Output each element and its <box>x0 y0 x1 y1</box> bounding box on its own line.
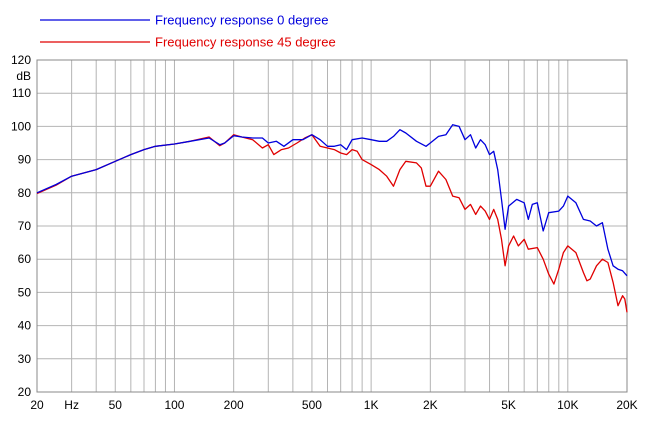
x-tick-label: 20 <box>30 398 44 412</box>
x-tick-label: 2K <box>423 398 438 412</box>
series-lines <box>36 124 628 313</box>
y-tick-label: 100 <box>11 119 31 133</box>
y-tick-label: 110 <box>12 86 31 100</box>
y-tick-label: 90 <box>18 153 32 167</box>
grid <box>36 59 628 393</box>
legend: Frequency response 0 degree Frequency res… <box>40 13 336 50</box>
y-axis-ticks: 20 30 40 50 60 70 80 90 100 110 120 <box>11 53 31 399</box>
x-tick-label: 50 <box>109 398 123 412</box>
legend-label: Frequency response 0 degree <box>155 13 328 28</box>
y-tick-label: 40 <box>18 319 32 333</box>
series-line <box>36 134 628 313</box>
x-tick-label: 5K <box>501 398 516 412</box>
x-tick-label: 500 <box>302 398 322 412</box>
y-tick-label: 120 <box>11 53 31 67</box>
x-tick-label: 10K <box>557 398 578 412</box>
x-tick-label: 200 <box>224 398 244 412</box>
series-line <box>36 124 628 277</box>
x-tick-label: Hz <box>64 398 79 412</box>
y-tick-label: 80 <box>18 186 32 200</box>
y-tick-label: 30 <box>18 352 32 366</box>
y-axis-label: dB <box>16 69 31 83</box>
legend-label: Frequency response 45 degree <box>155 35 336 50</box>
plot-frame <box>36 59 628 393</box>
y-tick-label: 50 <box>18 285 32 299</box>
y-tick-label: 20 <box>18 385 32 399</box>
y-tick-label: 70 <box>18 219 32 233</box>
y-tick-label: 60 <box>18 252 32 266</box>
x-axis-ticks: 20 Hz 50 100 200 500 1K 2K 5K 10K 20K <box>30 398 637 412</box>
x-tick-label: 100 <box>164 398 184 412</box>
x-tick-label: 20K <box>616 398 637 412</box>
x-tick-label: 1K <box>364 398 379 412</box>
